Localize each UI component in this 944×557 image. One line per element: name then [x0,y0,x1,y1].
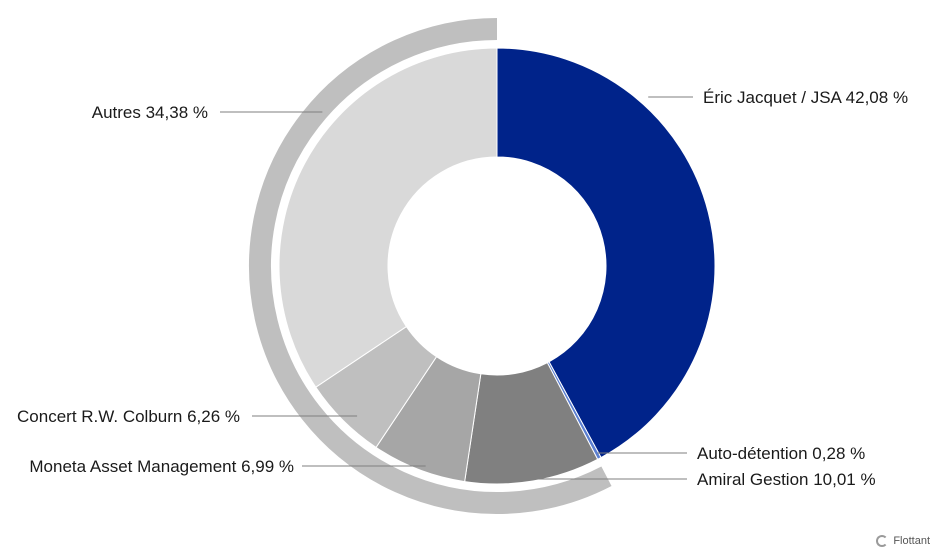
slice-eric-jacquet-jsa [496,47,716,459]
float-icon [876,535,889,547]
float-outer-arc [249,18,612,514]
slice-label: Autres 34,38 % [92,103,208,122]
float-badge-label: Flottant [893,535,930,547]
float-badge: Flottant [876,535,930,547]
slice-label: Éric Jacquet / JSA 42,08 % [703,88,908,107]
slice-layer [278,47,716,485]
slice-autres [278,47,498,388]
float-arc-layer [249,18,612,514]
slice-label: Moneta Asset Management 6,99 % [29,457,294,476]
slice-label: Amiral Gestion 10,01 % [697,470,876,489]
label-layer: Éric Jacquet / JSA 42,08 % Auto-détention… [17,88,908,489]
leader-layer [220,96,693,480]
slice-label: Concert R.W. Colburn 6,26 % [17,407,240,426]
slice-label: Auto-détention 0,28 % [697,444,865,463]
